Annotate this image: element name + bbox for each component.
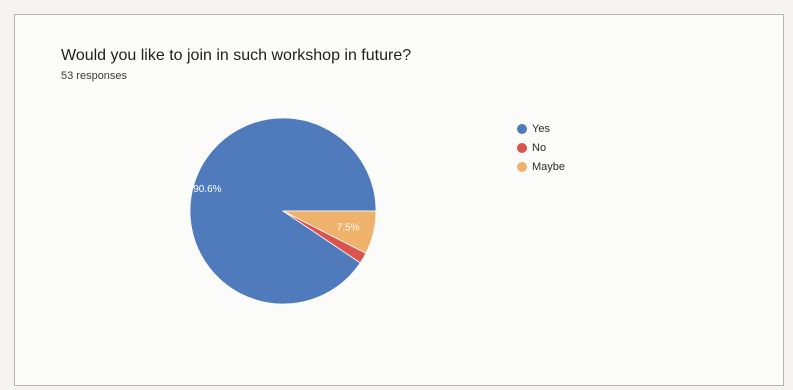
chart-title: Would you like to join in such workshop …	[61, 47, 412, 64]
chart-card: Would you like to join in such workshop …	[14, 14, 784, 386]
legend-swatch-yes	[517, 123, 527, 134]
data-label-yes: 90.6%	[193, 184, 221, 195]
legend-item-no[interactable]: No	[517, 138, 565, 157]
chart-legend: Yes No Maybe	[517, 119, 565, 176]
legend-swatch-no	[517, 142, 527, 153]
pie-chart: 90.6% 7.5%	[189, 117, 377, 305]
data-label-maybe: 7.5%	[337, 223, 360, 234]
legend-label-maybe: Maybe	[532, 160, 566, 173]
legend-item-yes[interactable]: Yes	[517, 119, 565, 138]
legend-swatch-maybe	[517, 161, 527, 172]
legend-label-no: No	[532, 141, 547, 154]
response-count: 53 responses	[61, 70, 128, 82]
legend-item-maybe[interactable]: Maybe	[517, 157, 565, 176]
legend-label-yes: Yes	[532, 122, 550, 135]
pie-slice-maybe[interactable]	[282, 210, 377, 254]
